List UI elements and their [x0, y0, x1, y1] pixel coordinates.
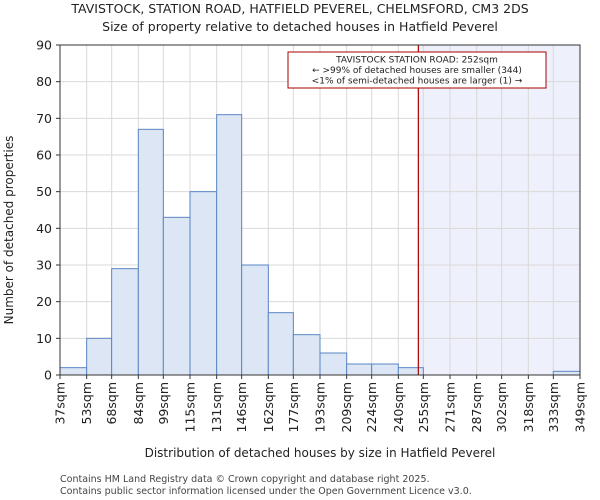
y-tick-label: 90	[36, 38, 52, 53]
y-tick-label: 70	[36, 111, 52, 126]
x-tick-label: 318sqm	[521, 382, 536, 432]
histogram-bar	[319, 352, 348, 376]
histogram-bar	[137, 128, 164, 376]
y-axis-label: Number of detached properties	[2, 136, 16, 325]
histogram-bar	[241, 264, 269, 376]
y-tick-label: 60	[36, 148, 52, 163]
chart-title: TAVISTOCK, STATION ROAD, HATFIELD PEVERE…	[70, 1, 528, 16]
x-tick-label: 84sqm	[131, 382, 146, 425]
y-tick-label: 10	[36, 331, 52, 346]
x-tick-label: 115sqm	[183, 382, 198, 432]
y-tick-label: 40	[36, 221, 52, 236]
chart-subtitle: Size of property relative to detached ho…	[102, 19, 498, 34]
histogram-bar	[189, 191, 218, 376]
y-tick-label: 20	[36, 294, 52, 309]
x-tick-label: 193sqm	[313, 382, 328, 432]
x-tick-label: 68sqm	[104, 382, 119, 425]
histogram-bar	[216, 114, 243, 376]
x-tick-label: 177sqm	[286, 382, 301, 432]
annotation-line: <1% of semi-detached houses are larger (…	[312, 77, 523, 87]
x-tick-label: 99sqm	[156, 382, 171, 425]
x-axis-label: Distribution of detached houses by size …	[145, 446, 496, 460]
x-tick-label: 131sqm	[209, 382, 224, 432]
annotation-box	[287, 51, 547, 89]
x-tick-label: 287sqm	[469, 382, 484, 432]
y-tick-label: 50	[36, 184, 52, 199]
annotation-line: TAVISTOCK STATION ROAD: 252sqm	[335, 56, 498, 66]
x-tick-label: 333sqm	[546, 382, 561, 432]
histogram-bar	[292, 334, 321, 376]
histogram-bar	[111, 268, 139, 376]
x-tick-label: 255sqm	[416, 382, 431, 432]
x-tick-label: 302sqm	[494, 382, 509, 432]
histogram-bar	[371, 363, 399, 376]
annotation-line: ← >99% of detached houses are smaller (3…	[312, 66, 522, 76]
x-tick-label: 53sqm	[79, 382, 94, 425]
histogram-bar	[346, 363, 373, 376]
x-tick-label: 37sqm	[53, 382, 68, 425]
x-tick-label: 224sqm	[364, 382, 379, 432]
y-tick-label: 30	[36, 258, 52, 273]
x-tick-label: 209sqm	[339, 382, 354, 432]
y-tick-label: 80	[36, 74, 52, 89]
histogram-bar	[397, 367, 424, 376]
y-tick-label: 0	[44, 368, 52, 383]
histogram-bar	[86, 337, 113, 376]
highlight-region	[418, 45, 580, 375]
plot-area: 0 10 20 30 40 50 60 70 80 90 37sqm 53sqm 68sqm 84sqm 9…	[36, 38, 587, 433]
histogram-bar	[162, 216, 191, 376]
x-tick-label: 146sqm	[234, 382, 249, 432]
x-tick-label: 240sqm	[391, 382, 406, 432]
histogram-bar	[552, 370, 581, 376]
footer-line-1: Contains HM Land Registry data © Crown c…	[60, 474, 430, 485]
x-tick-label: 349sqm	[573, 382, 588, 432]
histogram-bar	[59, 367, 88, 376]
footer-line-2: Contains public sector information licen…	[60, 486, 472, 497]
x-tick-label: 162sqm	[261, 382, 276, 432]
histogram-bar	[267, 312, 294, 376]
x-tick-label: 271sqm	[443, 382, 458, 432]
